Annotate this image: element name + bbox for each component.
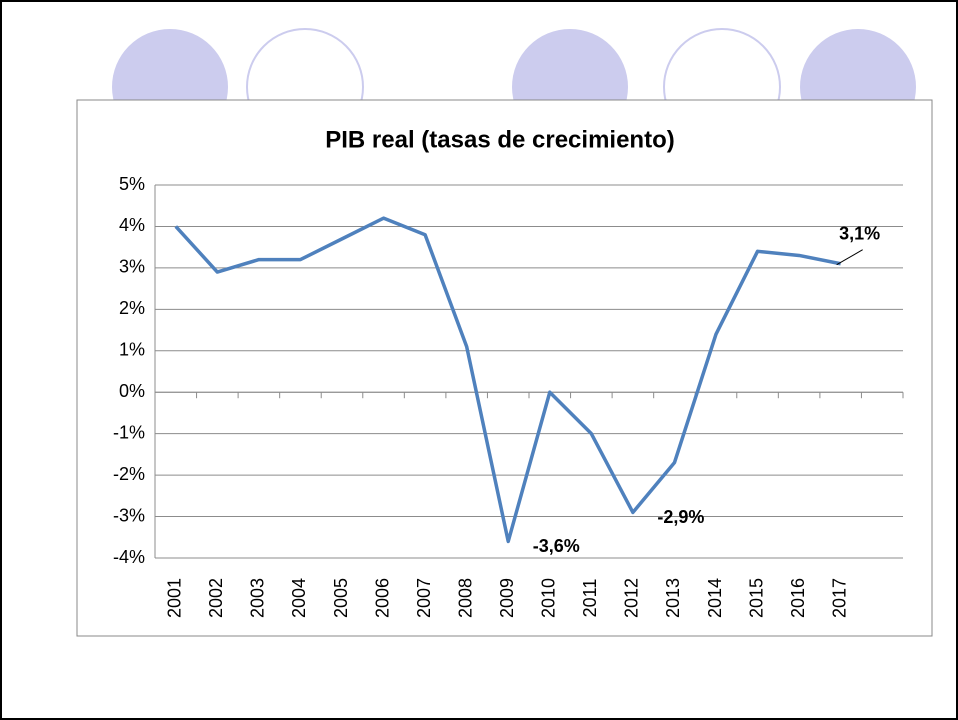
x-tick-label: 2014 [705,578,725,618]
line [174,216,842,544]
x-tick-label: 2008 [455,578,475,618]
chart-title: PIB real (tasas de crecimiento) [325,126,674,153]
chart-area [76,99,933,637]
x-tick-label: 2012 [622,578,642,618]
x-tick-label: 2004 [289,578,309,618]
x-tick-label: 2016 [788,578,808,618]
x-tick-label: 2006 [372,578,392,618]
y-tick-label: 0% [119,381,145,401]
data-label: -2,9% [657,507,704,527]
y-tick-label: -1% [113,422,145,442]
x-tick-label: 2002 [206,578,226,618]
x-tick-label: 2010 [539,578,559,618]
x-tick-label: 2009 [497,578,517,618]
x-tick-label: 2015 [746,578,766,618]
leader-line [836,249,863,266]
x-tick-label: 2001 [165,578,185,618]
y-tick-label: -4% [113,547,145,567]
y-tick-label: -2% [113,464,145,484]
y-tick-label: 3% [119,257,145,277]
x-tick-label: 2005 [331,578,351,618]
y-tick-label: 2% [119,298,145,318]
y-tick-label: 1% [119,340,145,360]
data-label: 3,1% [839,223,880,243]
x-tick-label: 2003 [248,578,268,618]
y-tick-label: 4% [119,215,145,235]
x-tick-label: 2013 [663,578,683,618]
x-tick-label: 2007 [414,578,434,618]
x-tick-label: 2011 [580,579,600,618]
y-tick-label: -3% [113,505,145,525]
x-tick-label: 2017 [829,578,849,618]
y-tick-label: 5% [119,174,145,194]
data-label: -3,6% [533,536,580,556]
